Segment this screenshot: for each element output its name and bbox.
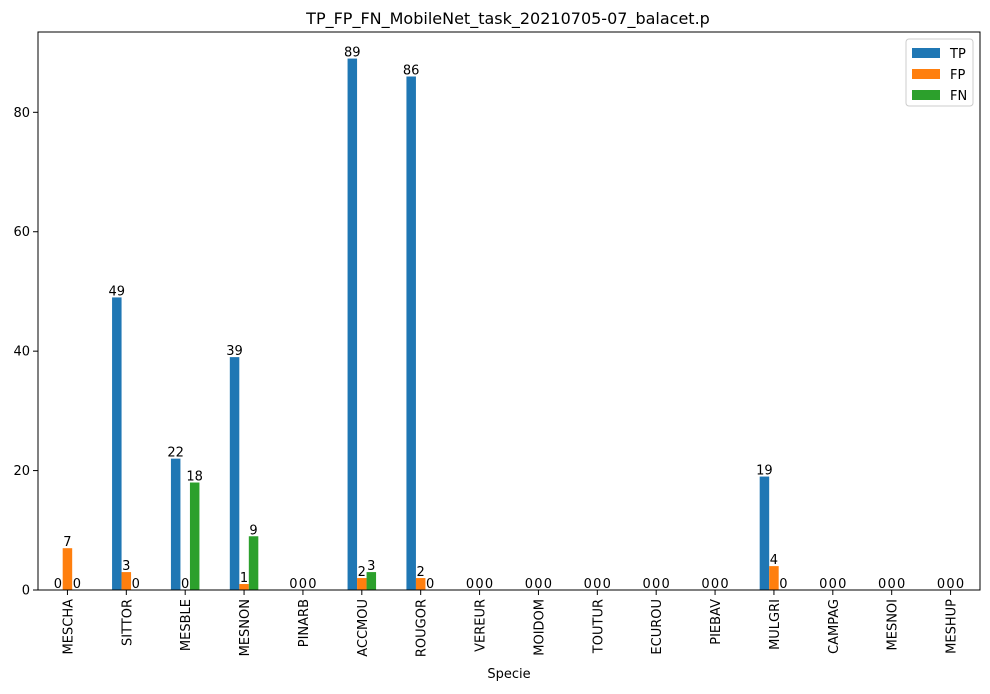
bar-value-label: 0	[299, 577, 307, 592]
legend-swatch-tp	[912, 48, 940, 58]
bar-value-label: 0	[662, 577, 670, 592]
legend-label-fn: FN	[950, 89, 967, 104]
bar-value-label: 3	[122, 559, 130, 574]
bar-value-label: 0	[956, 577, 964, 592]
y-tick-label: 0	[22, 584, 30, 599]
bar-value-label: 0	[475, 577, 483, 592]
bar-tp	[406, 76, 416, 591]
bar-value-label: 49	[109, 284, 126, 299]
bar-value-label: 0	[643, 577, 651, 592]
x-tick-label: CAMPAG	[827, 599, 842, 654]
bar-value-label: 0	[652, 577, 660, 592]
bar-value-label: 0	[54, 577, 62, 592]
bar-value-label: 0	[485, 577, 493, 592]
bar-fn	[366, 572, 377, 590]
bar-fn	[248, 536, 259, 590]
bar-value-label: 0	[593, 577, 601, 592]
y-tick-label: 60	[13, 225, 30, 240]
x-tick-label: MULGRI	[768, 599, 783, 650]
bar-value-label: 0	[819, 577, 827, 592]
bar-value-label: 2	[417, 565, 425, 580]
bar-tp	[759, 476, 770, 590]
axes-frame	[37, 31, 981, 591]
bar-value-label: 0	[308, 577, 316, 592]
x-axis: MESCHA SITTOR MESBLE MESNON PINARB ACCMOU ROUG…	[61, 590, 960, 657]
bar-value-label: 0	[711, 577, 719, 592]
x-tick-label: MESBLE	[179, 599, 194, 651]
bar-value-label: 3	[367, 559, 375, 574]
x-tick-label: PIEBAV	[709, 599, 724, 645]
bar-value-label: 2	[358, 565, 366, 580]
bar-value-label: 0	[73, 577, 81, 592]
bar-value-label: 0	[720, 577, 728, 592]
y-axis: 0 20 40 60 80	[13, 106, 38, 599]
x-tick-label: MESCHA	[61, 599, 76, 655]
legend: TP FP FN	[905, 38, 974, 107]
bar-fp	[239, 584, 249, 590]
bar-value-label: 86	[403, 63, 420, 78]
bar-fp	[415, 578, 426, 590]
bar-value-label: 0	[603, 577, 611, 592]
x-tick-label: PINARB	[297, 599, 312, 647]
bar-fp	[769, 566, 779, 590]
bar-tp	[170, 458, 181, 590]
bar-value-label: 0	[584, 577, 592, 592]
bar-fn	[189, 482, 200, 590]
x-tick-label: VEREUR	[474, 599, 489, 652]
y-tick-label: 40	[13, 345, 30, 360]
legend-swatch-fn	[912, 90, 940, 100]
bar-value-label: 89	[344, 46, 361, 61]
x-tick-label: TOUTUR	[591, 599, 606, 654]
bar-value-label: 39	[226, 344, 243, 359]
x-tick-label: SITTOR	[120, 599, 135, 646]
bar-value-label: 0	[289, 577, 297, 592]
bar-fp	[62, 548, 73, 590]
bar-fp	[357, 578, 367, 590]
bar-value-label: 0	[466, 577, 474, 592]
bar-tp	[229, 357, 240, 590]
bar-value-label: 0	[829, 577, 837, 592]
chart-title: TP_FP_FN_MobileNet_task_20210705-07_bala…	[305, 9, 710, 29]
x-tick-label: ECUROU	[650, 599, 665, 655]
bar-tp	[347, 58, 358, 591]
bar-value-label: 7	[63, 535, 71, 550]
bar-value-label: 0	[838, 577, 846, 592]
x-tick-label: MESNON	[238, 599, 253, 656]
bar-value-label: 0	[544, 577, 552, 592]
bar-value-label: 19	[756, 464, 773, 479]
bar-value-label: 9	[249, 523, 257, 538]
x-tick-label: ACCMOU	[356, 599, 371, 657]
bar-value-label: 0	[779, 577, 787, 592]
bar-value-label: 0	[426, 577, 434, 592]
bar-value-label: 4	[770, 553, 778, 568]
bar-value-label: 0	[878, 577, 886, 592]
bar-value-label: 0	[525, 577, 533, 592]
bar-value-label: 22	[167, 446, 184, 461]
bar-value-label: 0	[897, 577, 905, 592]
legend-label-tp: TP	[949, 47, 966, 62]
bar-value-label: 0	[701, 577, 709, 592]
x-tick-label: MESHUP	[945, 599, 960, 654]
y-tick-label: 80	[13, 106, 30, 121]
x-tick-label: ROUGOR	[415, 599, 430, 657]
x-axis-label: Specie	[487, 667, 530, 682]
legend-swatch-fp	[912, 69, 940, 79]
x-tick-label: MESNOI	[886, 599, 901, 650]
bar-fp	[121, 572, 132, 590]
bar-value-label: 0	[937, 577, 945, 592]
y-tick-label: 20	[13, 464, 30, 479]
bar-value-label: 0	[534, 577, 542, 592]
bar-value-label: 0	[181, 577, 189, 592]
bar-tp	[112, 297, 122, 590]
bar-value-label: 0	[132, 577, 140, 592]
legend-label-fp: FP	[950, 68, 965, 83]
bar-value-label: 1	[240, 571, 248, 586]
bar-value-label: 18	[186, 470, 203, 485]
bar-value-label: 0	[888, 577, 896, 592]
bar-value-label: 0	[946, 577, 954, 592]
x-tick-label: MOIDOM	[532, 599, 547, 656]
